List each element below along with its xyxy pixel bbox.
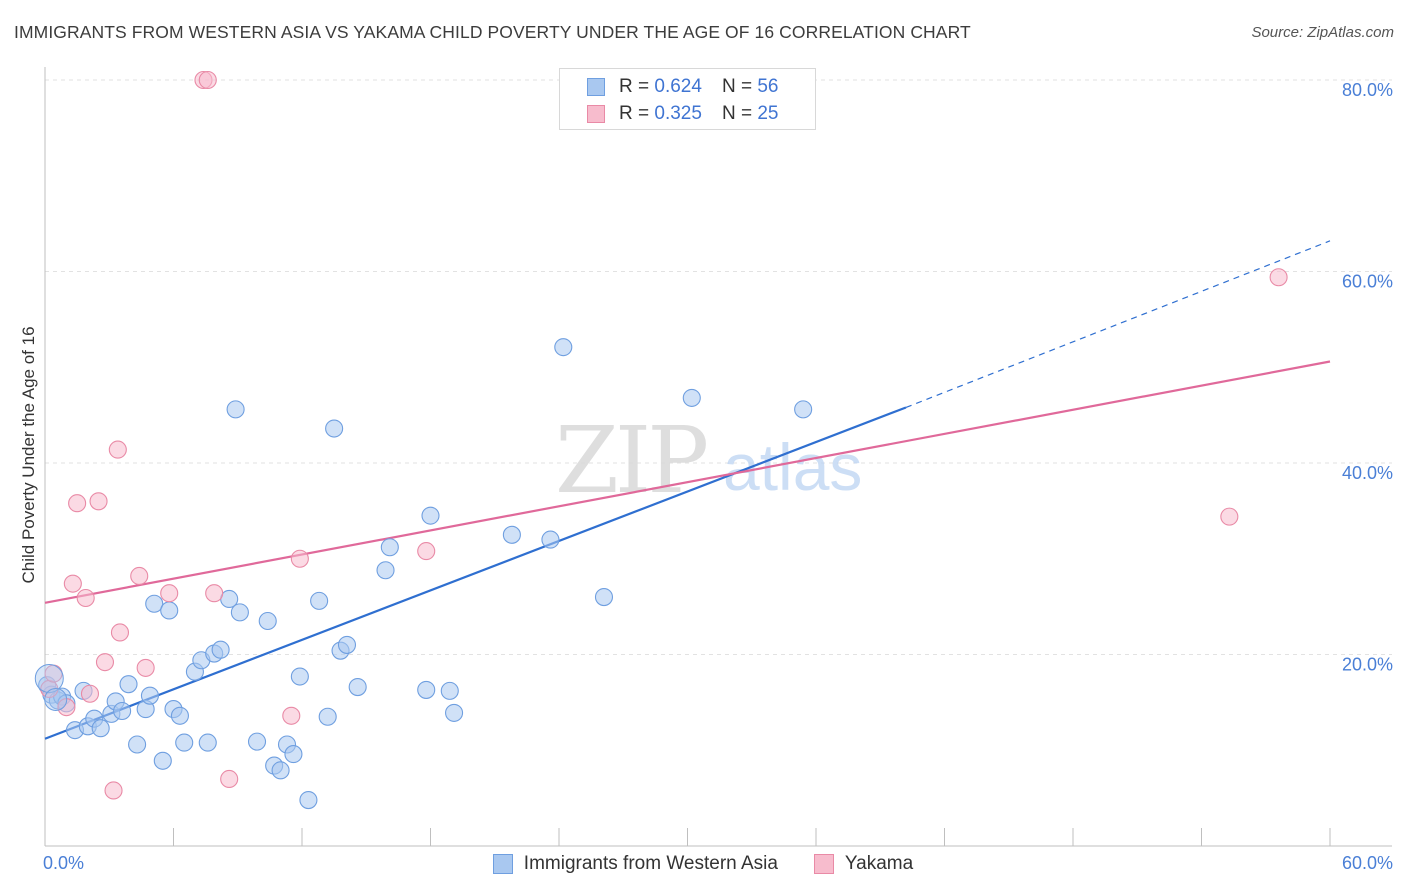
legend-n-label: N = [721,76,753,97]
point-western-asia [140,686,159,705]
point-western-asia [91,719,110,738]
point-western-asia [153,751,172,770]
legend-n-value: 56 [757,76,779,97]
point-western-asia [119,675,138,694]
point-yakama [160,584,179,603]
point-yakama [290,549,309,568]
point-western-asia [445,703,464,722]
point-yakama [95,653,115,672]
point-western-asia [44,688,68,712]
point-western-asia [145,594,164,613]
point-western-asia [337,635,357,654]
point-western-asia [310,591,329,610]
point-western-asia [271,761,290,780]
point-western-asia [421,506,440,525]
legend-swatch-pink [587,105,605,123]
point-western-asia [682,388,701,407]
point-western-asia [794,400,813,419]
point-western-asia [299,790,318,810]
series-label: Immigrants from Western Asia [523,853,778,874]
source-label: Source: ZipAtlas.com [1251,24,1394,41]
y-tick-label: 60.0% [1342,272,1393,292]
series-swatch-pink [813,854,834,874]
point-yakama [136,658,155,677]
point-western-asia [170,706,189,725]
point-yakama [282,706,301,725]
trend-lines [44,240,1331,740]
watermark-zip: ZIP [555,407,706,514]
y-tick-label: 40.0% [1342,463,1393,483]
point-western-asia [198,733,217,752]
legend-r-label: R = [619,103,650,124]
series-legend: Immigrants from Western Asia Yakama [0,851,1406,877]
legend-r-label: R = [619,76,650,97]
data-points [34,70,1288,810]
y-axis-title: Child Poverty Under the Age of 16 [19,326,38,583]
legend-swatch-blue [587,78,605,96]
point-yakama [108,440,127,459]
point-western-asia [325,419,344,438]
point-western-asia [290,667,309,686]
y-tick-label: 20.0% [1342,655,1393,675]
point-western-asia [247,732,267,751]
point-western-asia [128,735,147,754]
legend-row-western-asia: R = 0.624 N = 56 [587,75,778,99]
point-western-asia [417,680,436,699]
trend-line-western-asia-extension [905,240,1331,409]
point-western-asia [230,603,249,622]
point-western-asia [113,701,132,721]
point-yakama [1269,268,1288,287]
point-yakama [76,588,95,608]
point-yakama [417,542,436,561]
series-legend-item-yakama: Yakama [813,853,914,875]
point-western-asia [594,587,614,607]
x-tick-label-max: 60.0% [1342,853,1393,873]
legend-row-yakama: R = 0.325 N = 25 [587,102,778,126]
point-western-asia [554,338,573,357]
trend-line-western-asia [44,406,907,740]
legend-n-label: N = [721,103,753,124]
point-western-asia [160,601,179,620]
axes: 20.0% 40.0% 60.0% 80.0% 0.0% 60.0% [43,67,1393,873]
point-yakama [198,70,217,90]
point-western-asia [318,707,337,726]
point-yakama [80,684,100,703]
legend-n-value: 25 [757,103,779,124]
point-yakama [110,623,130,642]
x-tick-label-min: 0.0% [43,853,84,873]
point-western-asia [34,663,64,693]
point-yakama [104,781,123,800]
point-yakama [89,492,108,511]
point-western-asia [226,400,245,419]
series-swatch-blue [492,854,513,874]
watermark-atlas: atlas [723,430,862,504]
point-western-asia [440,681,459,700]
point-western-asia [502,525,521,544]
watermark: ZIP atlas [555,407,862,514]
chart-title: IMMIGRANTS FROM WESTERN ASIA VS YAKAMA C… [14,22,971,42]
series-legend-item-western-asia: Immigrants from Western Asia [492,853,778,875]
point-yakama [205,584,224,603]
point-yakama [68,494,87,513]
point-yakama [63,574,82,593]
point-western-asia [211,640,230,659]
point-western-asia [284,745,303,764]
point-yakama [1220,507,1239,526]
point-western-asia [376,561,395,580]
point-yakama [130,566,149,586]
point-yakama [220,769,239,789]
point-western-asia [175,733,194,752]
stats-legend: R = 0.624 N = 56 R = 0.325 N = 25 [559,68,816,130]
point-western-asia [258,611,277,631]
grid-lines [45,79,1392,655]
point-western-asia [380,538,399,557]
y-tick-label: 80.0% [1342,80,1393,100]
legend-r-value: 0.624 [654,76,702,97]
legend-r-value: 0.325 [654,103,702,124]
series-label: Yakama [844,853,914,874]
point-western-asia [348,678,367,697]
point-western-asia [541,530,560,549]
trend-line-yakama [44,360,1331,604]
